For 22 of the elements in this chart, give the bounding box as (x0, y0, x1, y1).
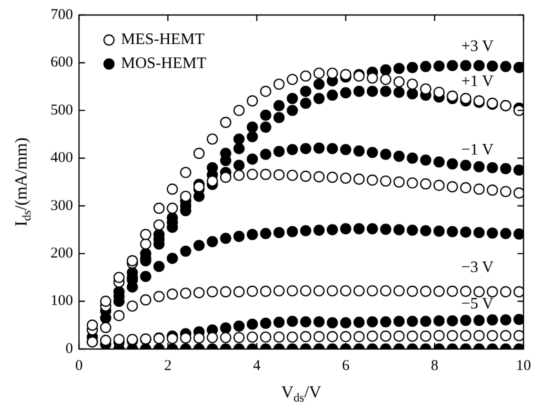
x-tick-label: 10 (516, 358, 531, 374)
legend-label: MOS-HEMT (121, 55, 207, 72)
annotation: +1 V (461, 73, 494, 90)
y-tick-label: 0 (66, 340, 73, 357)
annotation: −3 V (461, 259, 494, 276)
y-axis-title: Ids/(mA/mm) (11, 137, 34, 227)
y-tick-label: 200 (50, 246, 73, 262)
x-tick-label: 0 (75, 358, 83, 374)
y-tick-label: 500 (50, 102, 73, 118)
y-tick-label: 700 (50, 6, 73, 23)
y-tick-label: 300 (50, 198, 73, 214)
legend-label: MES-HEMT (121, 31, 205, 48)
x-tick-label: 8 (430, 358, 438, 374)
annotation: −1 V (461, 141, 494, 158)
x-tick-label: 6 (342, 358, 350, 374)
y-tick-label: 100 (50, 293, 73, 310)
y-tick-label: 400 (50, 150, 73, 166)
annotation: +3 V (461, 38, 494, 55)
annotation: −5 V (461, 295, 494, 312)
x-tick-label: 2 (164, 358, 172, 374)
x-tick-label: 4 (253, 358, 262, 374)
y-tick-label: 600 (50, 54, 73, 71)
